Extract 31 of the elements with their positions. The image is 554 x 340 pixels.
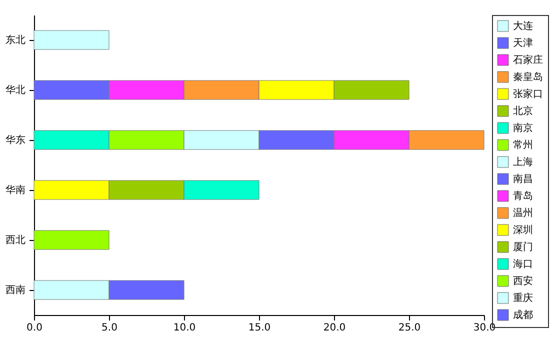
legend-label: 重庆: [513, 292, 533, 304]
x-tick-label: 20.0: [323, 322, 346, 334]
x-tick-label: 15.0: [248, 322, 271, 334]
x-tick-label: 10.0: [173, 322, 196, 334]
legend-label: 海口: [513, 258, 533, 270]
y-tick-label: 华北: [6, 84, 26, 96]
legend-label: 北京: [513, 105, 533, 117]
legend-label: 秦皇岛: [513, 71, 543, 83]
y-tick-label: 东北: [6, 34, 26, 46]
legend-label: 青岛: [513, 190, 533, 202]
legend-label: 深圳: [513, 224, 533, 236]
y-tick-label: 西南: [6, 284, 26, 296]
legend-label: 常州: [513, 139, 533, 151]
legend-label: 天津: [513, 37, 533, 49]
legend-label: 温州: [513, 207, 533, 219]
legend-label: 成都: [513, 309, 533, 321]
y-tick-label: 西北: [6, 234, 26, 246]
legend-label: 大连: [513, 20, 533, 32]
legend-label: 石家庄: [513, 54, 543, 66]
legend-label: 西安: [513, 275, 533, 287]
x-tick-label: 25.0: [398, 322, 421, 334]
legend-label: 南京: [513, 122, 533, 134]
x-tick-label: 30.0: [473, 322, 496, 334]
legend-label: 张家口: [513, 88, 543, 100]
legend-label: 上海: [513, 156, 533, 168]
legend-label: 南昌: [513, 173, 533, 185]
x-tick-label: 5.0: [102, 322, 118, 334]
legend-label: 厦门: [513, 241, 533, 253]
x-tick-label: 0.0: [26, 322, 42, 334]
y-tick-label: 华南: [6, 184, 26, 196]
y-tick-label: 华东: [6, 134, 26, 146]
